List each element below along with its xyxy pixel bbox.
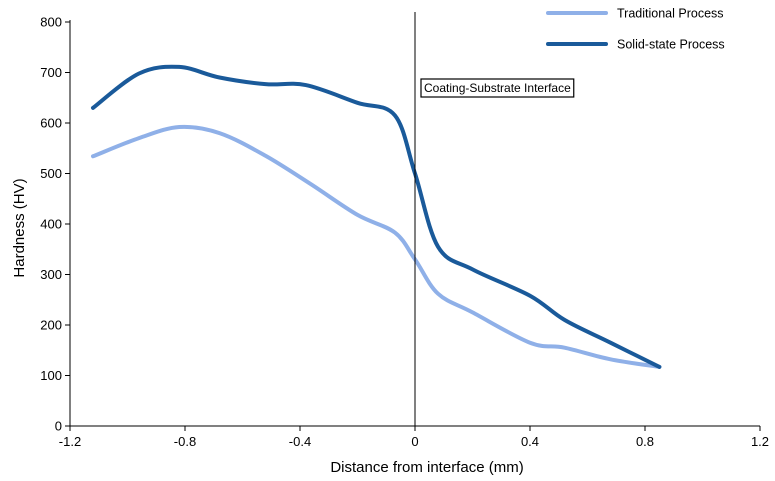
x-tick-label: 0.8 [636, 434, 654, 449]
y-tick-label: 400 [40, 217, 62, 232]
y-tick-label: 700 [40, 65, 62, 80]
y-tick-label: 600 [40, 116, 62, 131]
x-tick-label: -1.2 [59, 434, 81, 449]
legend: Traditional Process Solid-state Process [546, 7, 725, 52]
y-tick-label: 200 [40, 318, 62, 333]
y-tick-label: 800 [40, 15, 62, 30]
y-tick-label: 300 [40, 267, 62, 282]
y-tick-label: 500 [40, 166, 62, 181]
x-tick-label: -0.4 [289, 434, 311, 449]
x-tick-label: 1.2 [751, 434, 769, 449]
y-tick-label: 0 [55, 419, 62, 434]
x-tick-label: 0 [411, 434, 418, 449]
series-layer [91, 64, 662, 369]
y-axis-title: Hardness (HV) [11, 178, 28, 277]
interface-annotation-label: Coating-Substrate Interface [424, 81, 571, 95]
legend-label-traditional-process: Traditional Process [617, 7, 724, 21]
series-line-solid-state-process [91, 64, 662, 369]
x-tick-label: -0.8 [174, 434, 196, 449]
y-tick-label: 100 [40, 368, 62, 383]
interface-annotation-box [420, 78, 575, 98]
legend-label-solid-state-process: Solid-state Process [617, 38, 725, 52]
series-line-traditional-process [91, 124, 662, 369]
x-tick-label: 0.4 [521, 434, 539, 449]
interface-annotation: Coating-Substrate Interface [420, 78, 575, 98]
y-axis-ticks: 0 100 200 300 400 500 600 700 800 [40, 15, 70, 434]
x-axis-ticks: -1.2 -0.8 -0.4 0 0.4 0.8 1.2 [59, 426, 769, 449]
x-axis-title: Distance from interface (mm) [330, 459, 523, 476]
